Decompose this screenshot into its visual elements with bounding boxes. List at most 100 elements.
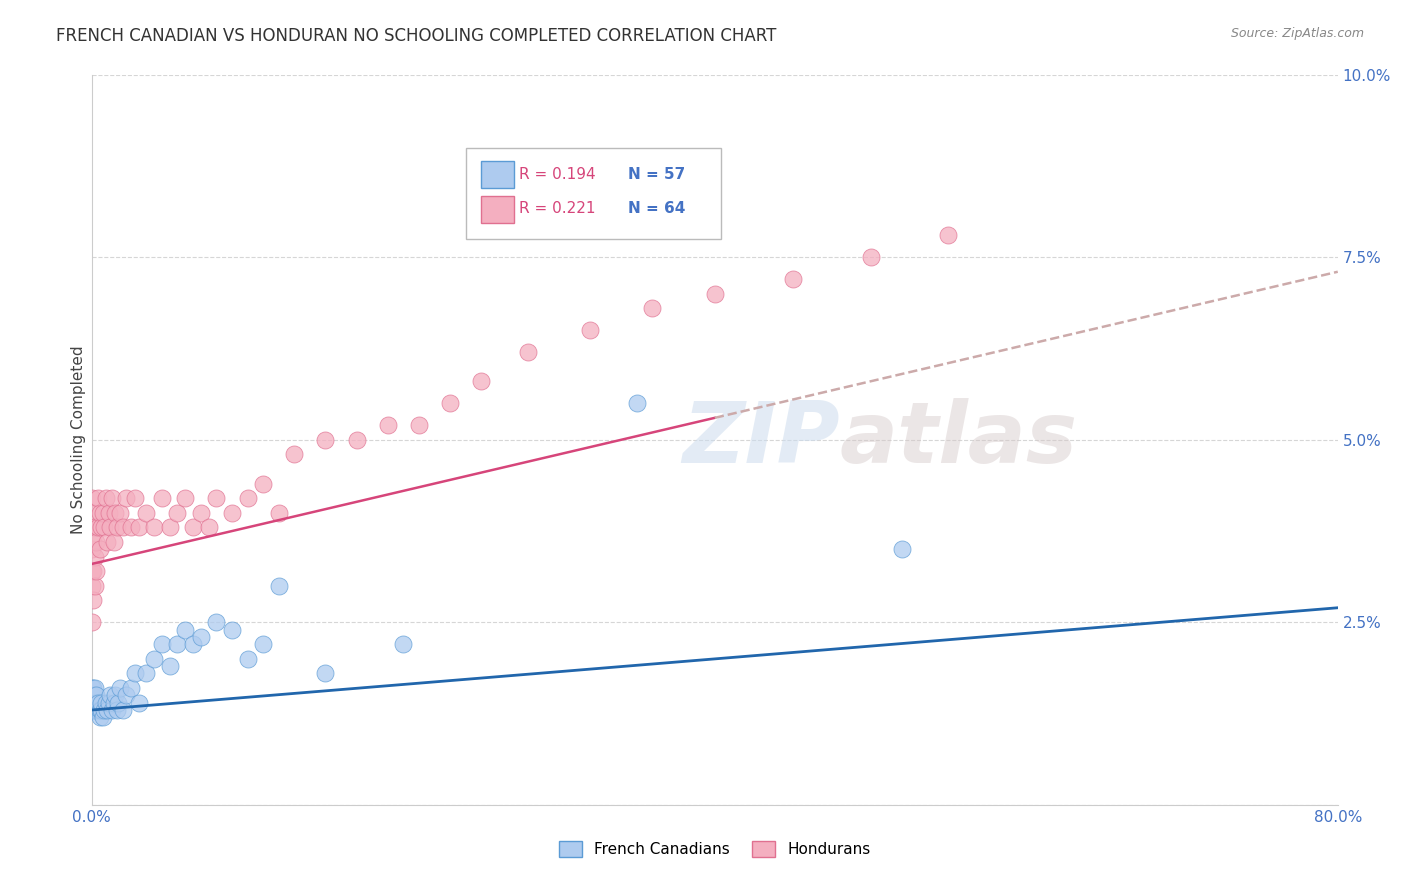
Point xyxy=(80,579,103,593)
Point xyxy=(82,689,104,703)
Point xyxy=(143,520,166,534)
Point xyxy=(108,681,131,695)
Legend: French Canadians, Hondurans: French Canadians, Hondurans xyxy=(553,835,877,863)
Point xyxy=(96,703,118,717)
Point xyxy=(97,696,120,710)
Point xyxy=(84,689,107,703)
Point xyxy=(181,520,204,534)
Point xyxy=(174,623,197,637)
Text: Source: ZipAtlas.com: Source: ZipAtlas.com xyxy=(1230,27,1364,40)
Point xyxy=(82,696,104,710)
Point xyxy=(80,491,103,506)
Point xyxy=(90,703,112,717)
Point xyxy=(135,506,157,520)
FancyBboxPatch shape xyxy=(481,161,515,188)
Point xyxy=(104,689,127,703)
Point xyxy=(86,689,108,703)
Point xyxy=(97,506,120,520)
Point xyxy=(86,703,108,717)
Point xyxy=(221,506,243,520)
Point xyxy=(283,447,305,461)
Point xyxy=(82,593,104,607)
Point xyxy=(346,433,368,447)
Point xyxy=(115,491,138,506)
Point xyxy=(80,696,103,710)
Point xyxy=(91,506,114,520)
Point xyxy=(439,396,461,410)
Point xyxy=(87,491,110,506)
Point xyxy=(252,476,274,491)
Point xyxy=(82,564,104,578)
Point xyxy=(236,491,259,506)
Point xyxy=(84,681,107,695)
Point xyxy=(579,323,602,337)
Point xyxy=(90,696,112,710)
Point xyxy=(96,535,118,549)
Point xyxy=(190,630,212,644)
Point xyxy=(80,615,103,630)
Point xyxy=(159,520,181,534)
Point xyxy=(703,286,725,301)
Point xyxy=(111,520,134,534)
Text: N = 57: N = 57 xyxy=(627,167,685,182)
Point xyxy=(314,666,336,681)
FancyBboxPatch shape xyxy=(481,195,515,223)
Point xyxy=(120,520,142,534)
Point xyxy=(516,345,538,359)
Point xyxy=(84,549,107,564)
Text: ZIP: ZIP xyxy=(682,398,839,482)
FancyBboxPatch shape xyxy=(465,147,721,239)
Point xyxy=(93,703,115,717)
Point xyxy=(159,659,181,673)
Point xyxy=(84,703,107,717)
Point xyxy=(120,681,142,695)
Point xyxy=(82,506,104,520)
Text: N = 64: N = 64 xyxy=(627,202,685,217)
Point xyxy=(890,542,912,557)
Point xyxy=(143,652,166,666)
Y-axis label: No Schooling Completed: No Schooling Completed xyxy=(72,345,86,534)
Point xyxy=(100,520,122,534)
Point xyxy=(94,491,117,506)
Point xyxy=(108,506,131,520)
Point xyxy=(103,535,125,549)
Point xyxy=(80,689,103,703)
Point xyxy=(107,696,129,710)
Point xyxy=(205,491,228,506)
Point xyxy=(392,637,415,651)
Point xyxy=(89,506,111,520)
Point xyxy=(86,535,108,549)
Point xyxy=(181,637,204,651)
Point xyxy=(377,418,399,433)
Point xyxy=(626,396,648,410)
Text: R = 0.221: R = 0.221 xyxy=(519,202,596,217)
Point xyxy=(252,637,274,651)
Point xyxy=(80,696,103,710)
Point xyxy=(205,615,228,630)
Point xyxy=(105,703,128,717)
Point xyxy=(267,506,290,520)
Point xyxy=(782,272,804,286)
Point xyxy=(236,652,259,666)
Point xyxy=(101,491,124,506)
Point xyxy=(80,681,103,695)
Point xyxy=(105,520,128,534)
Point xyxy=(115,689,138,703)
Point xyxy=(82,535,104,549)
Point xyxy=(80,689,103,703)
Point xyxy=(100,689,122,703)
Point xyxy=(267,579,290,593)
Point xyxy=(90,520,112,534)
Point xyxy=(82,703,104,717)
Point xyxy=(124,666,146,681)
Point xyxy=(87,696,110,710)
Point xyxy=(84,579,107,593)
Point xyxy=(128,520,150,534)
Point xyxy=(87,520,110,534)
Point xyxy=(91,710,114,724)
Point xyxy=(103,696,125,710)
Point xyxy=(641,301,664,316)
Point xyxy=(80,542,103,557)
Point xyxy=(89,542,111,557)
Point xyxy=(135,666,157,681)
